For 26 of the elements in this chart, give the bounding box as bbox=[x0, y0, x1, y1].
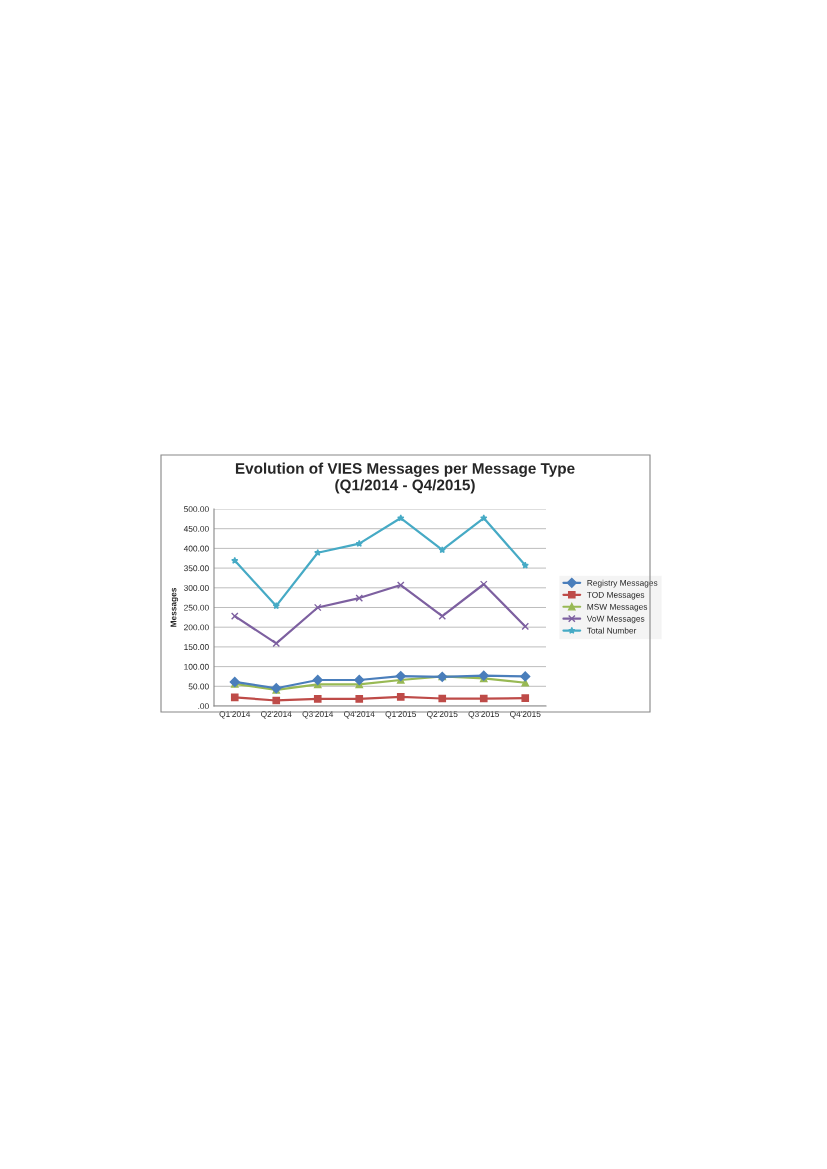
y-tick-label: 450.00 bbox=[183, 525, 209, 532]
y-tick-label: 350.00 bbox=[183, 565, 209, 572]
y-tick-label: 500.00 bbox=[183, 506, 209, 513]
x-tick-label: Q3'2014 bbox=[302, 711, 334, 719]
y-tick-label: 100.00 bbox=[184, 663, 209, 670]
x-tick-label: Q4'2014 bbox=[344, 711, 375, 719]
legend-label: TOD Messages bbox=[586, 591, 645, 600]
x-tick-label: Q2'2014 bbox=[261, 711, 292, 719]
y-tick-label: 300.00 bbox=[183, 585, 209, 591]
y-tick-label: 150.00 bbox=[184, 644, 209, 650]
chart-title: Evolution of VIES Messages per Message Type (Q1/2014 - Q4/2015) bbox=[235, 462, 575, 494]
legend-label: MSW Messages bbox=[587, 603, 648, 612]
y-tick-label: 250.00 bbox=[184, 604, 209, 611]
y-tick-label: 50.00 bbox=[188, 683, 209, 690]
y-axis-title: Messages bbox=[170, 587, 179, 627]
legend-label: Registry Messages bbox=[587, 579, 658, 588]
x-tick-label: Q1'2015 bbox=[385, 711, 417, 719]
y-tick-label: 400.00 bbox=[183, 545, 209, 552]
x-tick-label: Q4'2015 bbox=[510, 711, 541, 719]
y-tick-label: 200.00 bbox=[184, 624, 209, 631]
legend-label: Total Number bbox=[586, 627, 637, 634]
y-tick-label: .00 bbox=[198, 703, 209, 710]
x-tick-label: Q1'2014 bbox=[219, 711, 251, 719]
x-tick-label: Q3'2015 bbox=[468, 711, 500, 719]
x-tick-label: Q2'2015 bbox=[427, 711, 458, 719]
legend-label: VoW Messages bbox=[586, 615, 645, 624]
